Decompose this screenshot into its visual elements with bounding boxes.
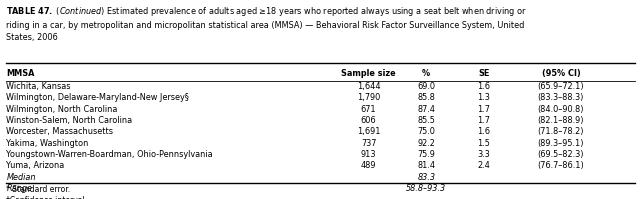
Text: Range: Range: [6, 184, 32, 193]
Text: Wilmington, North Carolina: Wilmington, North Carolina: [6, 105, 118, 114]
Text: 1.6: 1.6: [478, 82, 490, 91]
Text: $\bf{TABLE\ 47.}$ ($\it{Continued}$) Estimated prevalence of adults aged ≥18 yea: $\bf{TABLE\ 47.}$ ($\it{Continued}$) Est…: [6, 5, 528, 42]
Text: Wilmington, Delaware-Maryland-New Jersey§: Wilmington, Delaware-Maryland-New Jersey…: [6, 93, 189, 102]
Text: 1,790: 1,790: [357, 93, 380, 102]
Text: %: %: [422, 69, 430, 78]
Text: 69.0: 69.0: [417, 82, 435, 91]
Text: 1.5: 1.5: [478, 139, 490, 148]
Text: (69.5–82.3): (69.5–82.3): [538, 150, 584, 159]
Text: (95% CI): (95% CI): [542, 69, 580, 78]
Text: 3.3: 3.3: [478, 150, 490, 159]
Text: 1,691: 1,691: [357, 127, 380, 137]
Text: 75.9: 75.9: [417, 150, 435, 159]
Text: Median: Median: [6, 173, 36, 182]
Text: 913: 913: [361, 150, 376, 159]
Text: 1.7: 1.7: [478, 105, 490, 114]
Text: (84.0–90.8): (84.0–90.8): [538, 105, 584, 114]
Text: 489: 489: [361, 161, 376, 171]
Text: Wichita, Kansas: Wichita, Kansas: [6, 82, 71, 91]
Text: 87.4: 87.4: [417, 105, 435, 114]
Text: (71.8–78.2): (71.8–78.2): [538, 127, 584, 137]
Text: 85.8: 85.8: [417, 93, 435, 102]
Text: Yuma, Arizona: Yuma, Arizona: [6, 161, 65, 171]
Text: 85.5: 85.5: [417, 116, 435, 125]
Text: Worcester, Massachusetts: Worcester, Massachusetts: [6, 127, 113, 137]
Text: (83.3–88.3): (83.3–88.3): [538, 93, 584, 102]
Text: 1.3: 1.3: [478, 93, 490, 102]
Text: (65.9–72.1): (65.9–72.1): [538, 82, 584, 91]
Text: * Standard error.: * Standard error.: [6, 185, 71, 194]
Text: †Confidence interval.: †Confidence interval.: [6, 195, 88, 199]
Text: 83.3: 83.3: [417, 173, 435, 182]
Text: 1.7: 1.7: [478, 116, 490, 125]
Text: (82.1–88.9): (82.1–88.9): [538, 116, 584, 125]
Text: 58.8–93.3: 58.8–93.3: [406, 184, 446, 193]
Text: Youngstown-Warren-Boardman, Ohio-Pennsylvania: Youngstown-Warren-Boardman, Ohio-Pennsyl…: [6, 150, 213, 159]
Text: 1,644: 1,644: [357, 82, 380, 91]
Text: Yakima, Washington: Yakima, Washington: [6, 139, 89, 148]
Text: MMSA: MMSA: [6, 69, 35, 78]
Text: 737: 737: [361, 139, 376, 148]
Text: (89.3–95.1): (89.3–95.1): [538, 139, 584, 148]
Text: 606: 606: [361, 116, 376, 125]
Text: 1.6: 1.6: [478, 127, 490, 137]
Text: Sample size: Sample size: [341, 69, 396, 78]
Text: 81.4: 81.4: [417, 161, 435, 171]
Text: 671: 671: [361, 105, 376, 114]
Text: (76.7–86.1): (76.7–86.1): [538, 161, 584, 171]
Text: Winston-Salem, North Carolina: Winston-Salem, North Carolina: [6, 116, 133, 125]
Text: 92.2: 92.2: [417, 139, 435, 148]
Text: SE: SE: [478, 69, 490, 78]
Text: 2.4: 2.4: [478, 161, 490, 171]
Text: 75.0: 75.0: [417, 127, 435, 137]
